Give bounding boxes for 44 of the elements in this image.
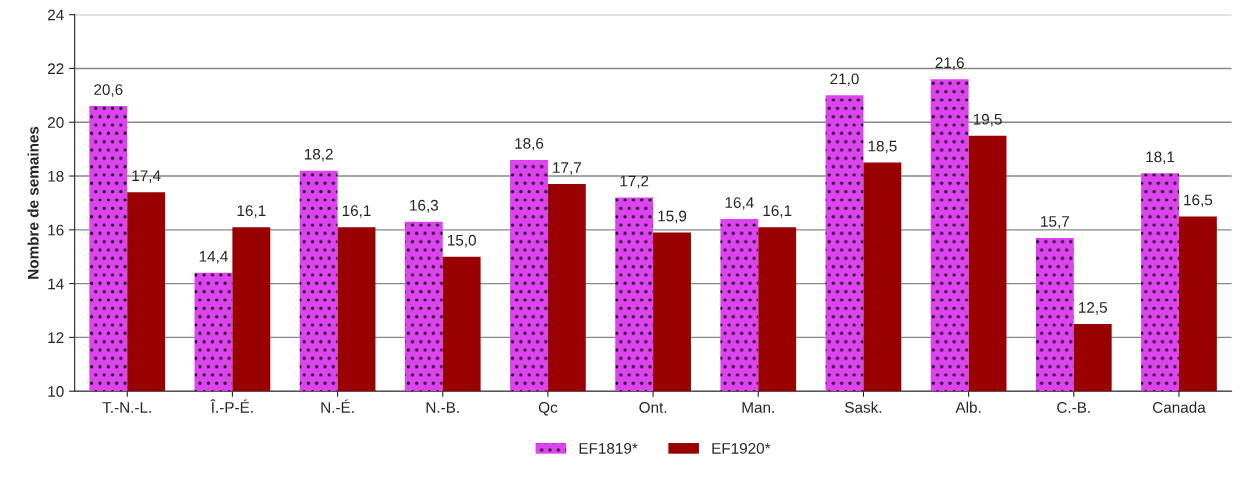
data-label: 16,3 bbox=[410, 199, 439, 213]
x-tick-label: N.-B. bbox=[426, 402, 459, 413]
x-tick-label: Alb. bbox=[955, 401, 981, 413]
data-label: 16,5 bbox=[1184, 194, 1213, 208]
x-tick-label: C.-B. bbox=[1057, 402, 1090, 413]
data-label: 18,5 bbox=[868, 140, 897, 154]
data-label: 18,2 bbox=[304, 148, 333, 162]
data-label: 16,1 bbox=[237, 205, 266, 218]
y-tick-label: 20 bbox=[48, 117, 64, 128]
data-label: 16,1 bbox=[763, 205, 792, 218]
y-tick-label: 14 bbox=[48, 278, 64, 290]
data-label: 15,0 bbox=[447, 234, 476, 248]
data-label: 15,9 bbox=[658, 210, 687, 224]
data-label: 18,6 bbox=[515, 138, 544, 151]
x-tick-label: Man. bbox=[742, 402, 774, 413]
x-tick-label: N.-É. bbox=[321, 399, 354, 413]
x-tick-label: Qc bbox=[538, 402, 558, 416]
data-label: 16,1 bbox=[342, 205, 371, 218]
legend-label: EF1920* bbox=[712, 443, 771, 454]
y-tick-label: 10 bbox=[48, 386, 64, 397]
y-tick-label: 22 bbox=[48, 63, 64, 74]
y-tick-label: 16 bbox=[48, 224, 64, 236]
y-axis-title: Nombre de semaines bbox=[27, 126, 39, 279]
data-label: 14,4 bbox=[199, 251, 228, 264]
x-tick-label: Canada bbox=[1152, 401, 1206, 413]
x-tick-label: T.-N.-L. bbox=[102, 402, 151, 413]
data-label: 17,4 bbox=[132, 170, 161, 183]
y-tick-label: 12 bbox=[48, 332, 64, 343]
data-label: 21,0 bbox=[830, 73, 859, 87]
data-label: 19,5 bbox=[973, 113, 1002, 127]
data-label: 18,1 bbox=[1146, 151, 1175, 165]
x-tick-label: Î.-P-É. bbox=[210, 399, 253, 413]
data-label: 20,6 bbox=[94, 84, 123, 97]
y-tick-label: 24 bbox=[48, 9, 64, 21]
data-label: 12,5 bbox=[1079, 302, 1107, 315]
legend-label: EF1819* bbox=[579, 443, 638, 454]
data-label: 17,2 bbox=[620, 175, 649, 189]
data-label: 16,4 bbox=[725, 197, 754, 210]
y-tick-label: 18 bbox=[48, 170, 64, 182]
data-label: 15,7 bbox=[1041, 216, 1069, 229]
data-label: 21,6 bbox=[935, 57, 964, 70]
x-tick-label: Sask. bbox=[845, 401, 882, 413]
x-tick-label: Ont. bbox=[639, 402, 667, 413]
data-label: 17,7 bbox=[553, 162, 581, 175]
